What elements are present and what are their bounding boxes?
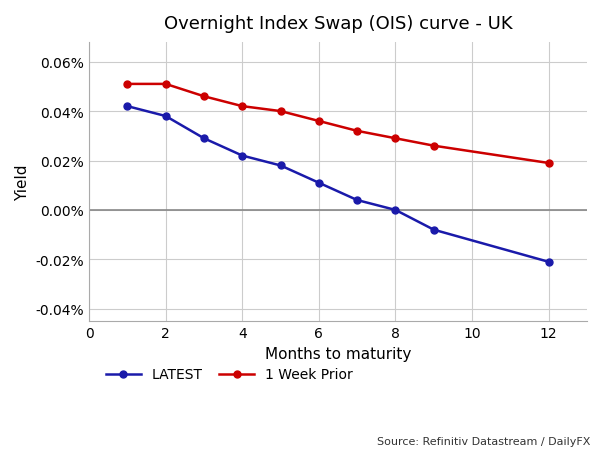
LATEST: [238, 153, 246, 159]
LATEST: [353, 198, 361, 203]
1 Week Prior: [315, 119, 323, 124]
1 Week Prior: [238, 104, 246, 110]
LATEST: [392, 208, 399, 213]
1 Week Prior: [392, 136, 399, 142]
LATEST: [315, 181, 323, 186]
Legend: LATEST, 1 Week Prior: LATEST, 1 Week Prior: [106, 368, 353, 382]
X-axis label: Months to maturity: Months to maturity: [265, 346, 411, 361]
LATEST: [545, 259, 552, 265]
1 Week Prior: [200, 94, 208, 100]
LATEST: [124, 104, 131, 110]
Y-axis label: Yield: Yield: [15, 164, 30, 200]
Text: Source: Refinitiv Datastream / DailyFX: Source: Refinitiv Datastream / DailyFX: [377, 437, 590, 446]
Title: Overnight Index Swap (OIS) curve - UK: Overnight Index Swap (OIS) curve - UK: [164, 15, 512, 33]
1 Week Prior: [545, 161, 552, 166]
Line: 1 Week Prior: 1 Week Prior: [124, 81, 552, 167]
1 Week Prior: [430, 144, 438, 149]
LATEST: [430, 227, 438, 233]
LATEST: [162, 114, 169, 120]
1 Week Prior: [162, 82, 169, 87]
LATEST: [277, 163, 284, 169]
1 Week Prior: [353, 129, 361, 134]
1 Week Prior: [124, 82, 131, 87]
Line: LATEST: LATEST: [124, 103, 552, 266]
LATEST: [200, 136, 208, 142]
1 Week Prior: [277, 109, 284, 115]
